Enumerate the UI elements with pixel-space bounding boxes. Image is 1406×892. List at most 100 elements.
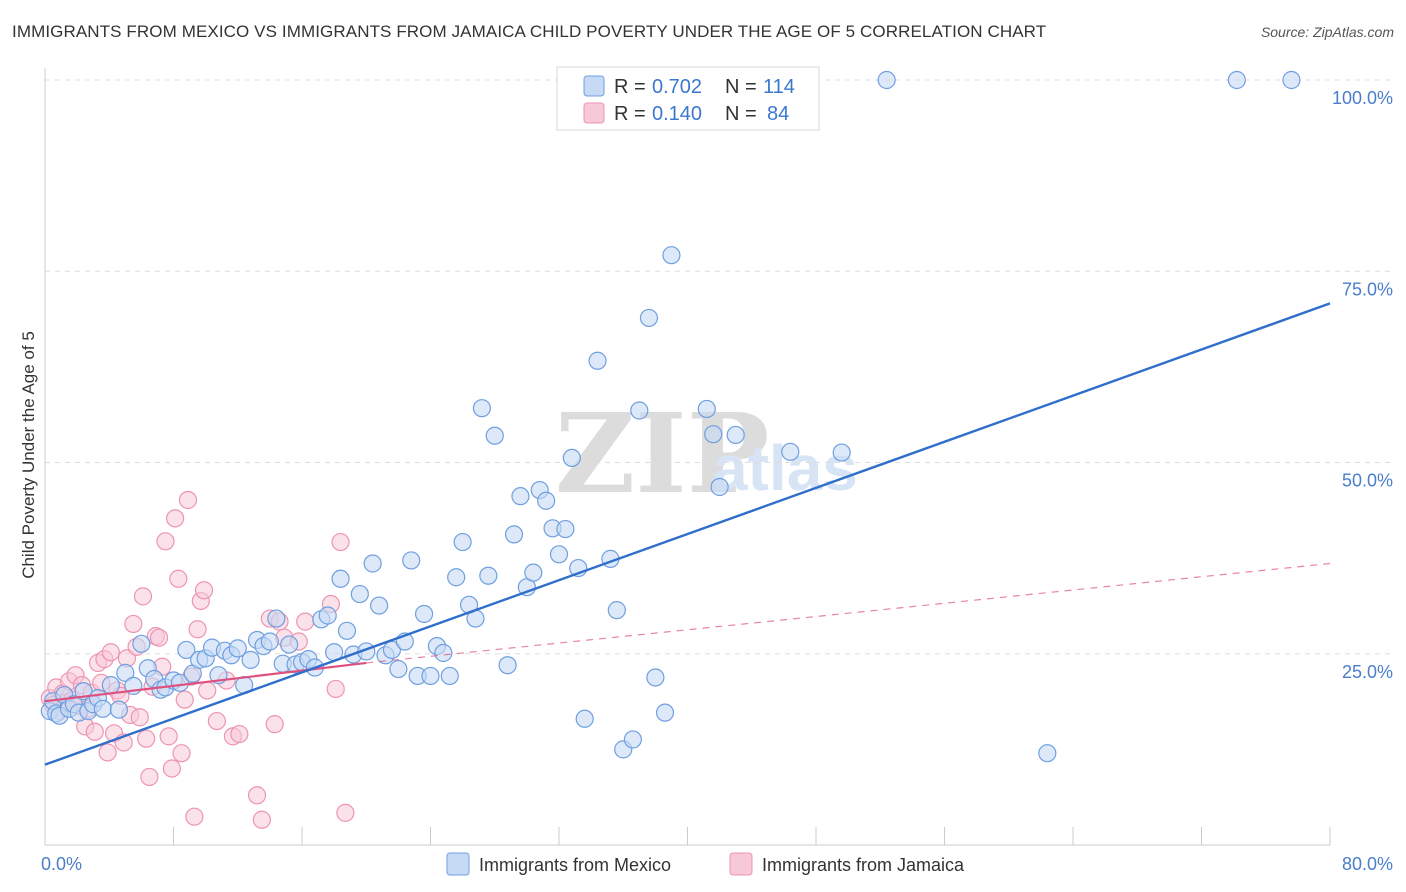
mexico-point-13: [101, 676, 120, 695]
mexico-point-32: [228, 639, 247, 658]
jamaica-point-38: [162, 759, 181, 778]
jamaica-point-46: [188, 620, 207, 639]
jamaica-point-37: [159, 727, 178, 746]
mexico-point-105: [1038, 744, 1057, 763]
mexico-point-24: [177, 640, 196, 660]
y-tick-label-1: 50.0%: [1342, 471, 1393, 491]
jamaica-point-36: [156, 532, 175, 551]
jamaica-point-57: [265, 715, 284, 734]
bottom-legend-swatch-jamaica: [729, 852, 753, 876]
jamaica-point-19: [101, 643, 120, 662]
jamaica-point-61: [296, 612, 315, 631]
grid-lines: [45, 79, 1392, 655]
jamaica-point-26: [124, 614, 143, 634]
mexico-point-75: [511, 487, 530, 506]
mexico-point-101: [781, 442, 800, 461]
jamaica-point-34: [149, 628, 169, 647]
watermark-zip: ZIP: [555, 389, 769, 518]
jamaica-point-14: [85, 722, 104, 741]
mexico-point-53: [363, 554, 382, 573]
mexico-point-104: [877, 70, 896, 90]
jamaica-point-18: [98, 743, 117, 762]
mexico-trend-line: [44, 302, 1331, 766]
mexico-point-70: [472, 399, 491, 418]
mexico-point-49: [337, 621, 357, 640]
y-tick-label-3: 100.0%: [1332, 88, 1393, 108]
legend-swatch-mexico: [583, 75, 605, 97]
legend-r-label-jamaica: R =: [614, 103, 646, 125]
mexico-point-92: [639, 308, 659, 328]
mexico-point-106: [1227, 70, 1246, 90]
x-tick-label-1: 80.0%: [1342, 854, 1393, 874]
x-tick-label-0: 0.0%: [41, 854, 82, 874]
mexico-point-82: [556, 519, 575, 539]
mexico-point-77: [524, 563, 543, 582]
mexico-point-94: [655, 703, 675, 722]
jamaica-point-64: [331, 532, 350, 552]
mexico-point-71: [479, 566, 498, 585]
mexico-point-57: [389, 659, 408, 679]
jamaica-point-28: [130, 708, 149, 727]
jamaica-point-39: [166, 509, 185, 528]
mexico-point-90: [623, 730, 642, 749]
mexico-point-83: [562, 448, 581, 468]
bottom-legend-label-mexico: Immigrants from Mexico: [479, 855, 671, 875]
legend-r-value-jamaica: 0.140: [652, 103, 702, 125]
mexico-point-54: [370, 596, 389, 615]
mexico-point-93: [646, 668, 665, 687]
mexico-point-46: [318, 606, 337, 625]
mexico-point-66: [447, 568, 466, 587]
mexico-point-97: [697, 399, 716, 419]
mexico-point-99: [710, 477, 729, 497]
source-label: Source: ZipAtlas.com: [1260, 24, 1394, 40]
mexico-point-40: [280, 635, 299, 654]
legend-r-value-mexico: 0.702: [652, 76, 702, 98]
bottom-legend-label-jamaica: Immigrants from Jamaica: [762, 855, 965, 875]
mexico-point-100: [726, 425, 745, 445]
legend-swatch-jamaica: [583, 102, 605, 124]
jamaica-point-54: [247, 786, 267, 805]
jamaica-point-65: [336, 803, 355, 822]
bottom-legend-swatch-mexico: [446, 852, 470, 876]
mexico-point-15: [116, 663, 135, 682]
jamaica-point-49: [198, 681, 217, 700]
mexico-point-107: [1282, 70, 1301, 90]
legend-r-label-mexico: R =: [614, 76, 646, 98]
jamaica-point-43: [178, 490, 198, 510]
mexico-point-81: [549, 545, 569, 564]
jamaica-point-48: [194, 581, 214, 600]
mexico-point-91: [630, 401, 649, 420]
mexico-point-88: [607, 601, 626, 620]
mexico-point-65: [440, 666, 459, 686]
mexico-point-74: [504, 525, 524, 544]
mexico-point-72: [485, 426, 504, 445]
x-tick-labels: 0.0% 80.0%: [41, 854, 1393, 874]
y-tick-label-0: 25.0%: [1342, 662, 1393, 682]
jamaica-trend-line-extension: [366, 562, 1331, 664]
jamaica-point-63: [326, 679, 345, 699]
mexico-point-103: [832, 443, 851, 462]
jamaica-point-31: [140, 767, 159, 787]
jamaica-point-42: [175, 690, 194, 709]
bottom-legend: Immigrants from Mexico Immigrants from J…: [446, 852, 965, 876]
mexico-point-62: [421, 666, 440, 686]
legend-n-value-jamaica: 84: [767, 103, 789, 125]
mexico-point-56: [382, 640, 402, 660]
jamaica-point-45: [185, 807, 204, 826]
legend-n-label-mexico: N =: [725, 76, 757, 98]
mexico-point-37: [260, 632, 279, 651]
y-tick-labels: 25.0% 50.0% 75.0% 100.0%: [1332, 88, 1393, 682]
y-tick-label-2: 75.0%: [1342, 279, 1393, 299]
jamaica-point-41: [172, 744, 191, 763]
mexico-point-34: [241, 650, 260, 669]
mexico-point-73: [498, 656, 517, 675]
mexico-point-86: [588, 351, 607, 370]
mexico-point-17: [132, 634, 151, 653]
mexico-point-14: [109, 700, 128, 719]
jamaica-point-55: [252, 810, 271, 829]
y-axis-label: Child Poverty Under the Age of 5: [19, 331, 38, 579]
mexico-point-79: [537, 491, 556, 510]
jamaica-point-40: [169, 569, 188, 588]
jamaica-point-50: [207, 711, 226, 731]
chart-title: IMMIGRANTS FROM MEXICO VS IMMIGRANTS FRO…: [12, 22, 1047, 41]
